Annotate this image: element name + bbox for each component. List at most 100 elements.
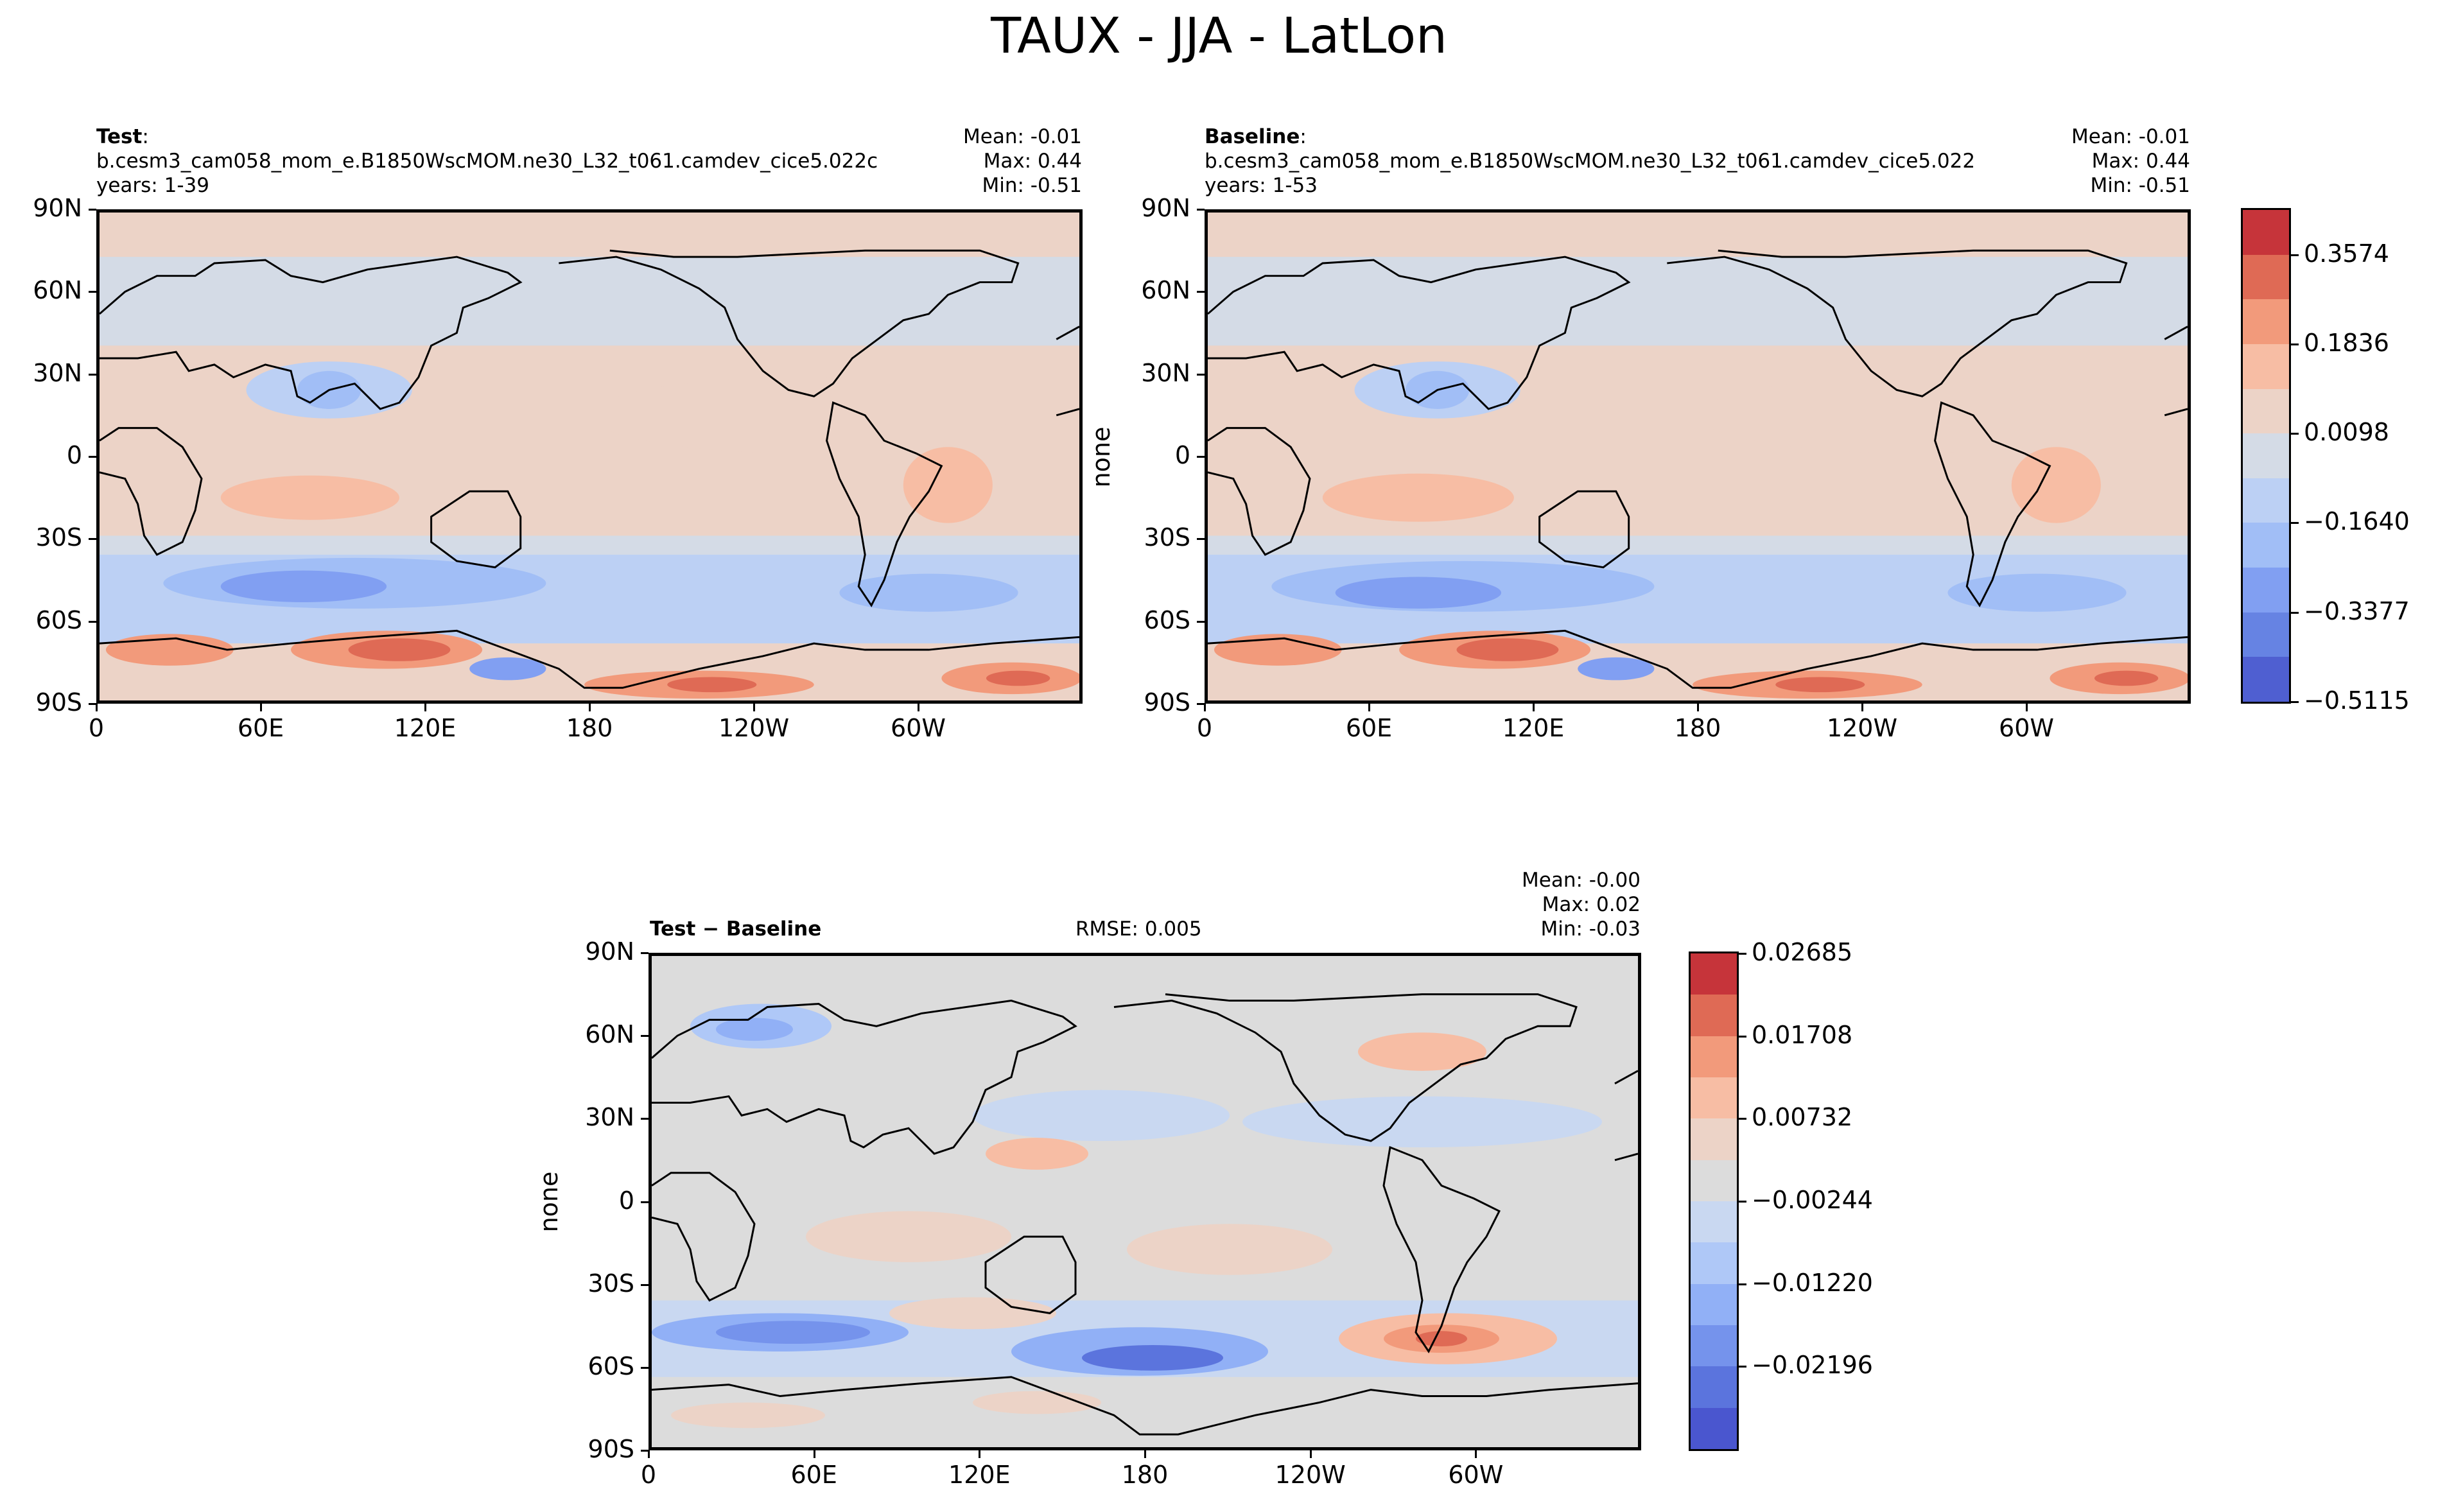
test-lon-tick-label: 120W <box>718 714 790 742</box>
colorbar-segment <box>1691 1077 1737 1119</box>
colorbar-tick-label: −0.1640 <box>2304 507 2410 536</box>
diff-lon-tick-mark <box>1475 1450 1477 1458</box>
baseline-lon-tick-label: 0 <box>1196 714 1213 742</box>
colorbar-tick-mark <box>1739 1366 1746 1368</box>
colorbar-tick-mark <box>1739 1035 1746 1038</box>
colorbar-tick-mark <box>2291 611 2299 614</box>
baseline-lon-tick-label: 120W <box>1826 714 1898 742</box>
colorbar-segment <box>2243 478 2289 523</box>
diff-lat-tick-mark <box>641 1283 649 1286</box>
test-lon-tick-label: 120E <box>394 714 457 742</box>
test-years: years: 1-39 <box>96 174 209 197</box>
baseline-lon-tick-label: 60E <box>1345 714 1393 742</box>
colorbar-tick-label: 0.3574 <box>2304 239 2389 268</box>
diff-title: Test − Baseline <box>650 917 822 941</box>
test-lon-tick-label: 180 <box>566 714 613 742</box>
diff-lat-tick-label: 0 <box>618 1186 634 1215</box>
test-lat-tick-mark <box>89 291 96 293</box>
baseline-lat-tick-label: 90N <box>1141 194 1190 222</box>
test-lat-tick-label: 60N <box>33 276 82 305</box>
diff-mean: Mean: -0.00 <box>1522 869 1641 892</box>
colorbar-tick-label: −0.01220 <box>1752 1268 1873 1297</box>
test-lon-tick-mark <box>589 704 591 711</box>
colorbar-tick-label: −0.00244 <box>1752 1186 1873 1214</box>
colorbar-segment <box>2243 612 2289 657</box>
diff-lat-tick-mark <box>641 952 649 954</box>
diff-lat-tick-label: 90S <box>588 1435 634 1463</box>
baseline-lon-tick-mark <box>2026 704 2028 711</box>
test-lat-tick-label: 90S <box>35 688 82 717</box>
colorbar-main <box>2241 208 2291 704</box>
colorbar-tick-label: 0.00732 <box>1752 1103 1853 1132</box>
colorbar-segment <box>2243 343 2289 390</box>
baseline-lat-tick-mark <box>1197 291 1205 293</box>
diff-lon-tick-label: 60W <box>1448 1461 1504 1489</box>
colorbar-segment <box>2243 523 2289 568</box>
colorbar-segment <box>2243 657 2289 702</box>
diff-rmse: RMSE: 0.005 <box>1075 917 1202 941</box>
colorbar-segment <box>1691 1283 1737 1326</box>
colorbar-segment <box>1691 1036 1737 1078</box>
colorbar-tick-mark <box>2291 701 2299 703</box>
baseline-max: Max: 0.44 <box>2091 150 2190 173</box>
colorbar-segment <box>1691 1201 1737 1243</box>
diff-lat-tick-label: 60S <box>588 1351 634 1380</box>
test-lat-tick-mark <box>89 373 96 376</box>
baseline-lat-tick-label: 90S <box>1144 688 1190 717</box>
colorbar-tick-mark <box>1739 1201 1746 1203</box>
test-mean: Mean: -0.01 <box>963 125 1082 148</box>
baseline-lon-tick-mark <box>1697 704 1699 711</box>
diff-lat-tick-label: 30S <box>588 1269 634 1298</box>
test-lat-tick-label: 0 <box>66 441 82 469</box>
colorbar-segment <box>1691 1160 1737 1202</box>
baseline-lon-tick-label: 60W <box>1999 714 2054 742</box>
baseline-title: Baseline: <box>1205 125 1307 148</box>
colorbar-segment <box>2243 210 2289 256</box>
test-lat-tick-mark <box>89 703 96 705</box>
diff-min: Min: -0.03 <box>1540 917 1641 941</box>
diff-lon-tick-mark <box>979 1450 981 1458</box>
baseline-case-name: b.cesm3_cam058_mom_e.B1850WscMOM.ne30_L3… <box>1205 150 1976 173</box>
diff-lon-tick-label: 120E <box>948 1461 1011 1489</box>
colorbar-segment <box>1691 995 1737 1037</box>
baseline-map <box>1205 209 2191 704</box>
diff-lat-tick-mark <box>641 1035 649 1038</box>
baseline-lon-tick-mark <box>1204 704 1206 711</box>
colorbar-segment <box>1691 1366 1737 1409</box>
colorbar-segment <box>1691 1118 1737 1161</box>
test-lon-tick-mark <box>753 704 755 711</box>
colorbar-tick-mark <box>1739 1283 1746 1285</box>
baseline-ylabel: none <box>1087 426 1115 488</box>
test-lon-tick-label: 60E <box>237 714 284 742</box>
baseline-map-field <box>1208 213 2188 700</box>
colorbar-tick-label: −0.02196 <box>1752 1351 1873 1380</box>
diff-lon-tick-mark <box>648 1450 650 1458</box>
baseline-lon-tick-mark <box>1533 704 1535 711</box>
test-lat-tick-mark <box>89 620 96 623</box>
diff-lon-tick-label: 120W <box>1275 1461 1346 1489</box>
colorbar-tick-label: 0.0098 <box>2304 418 2389 447</box>
test-lat-tick-label: 30N <box>33 358 82 387</box>
colorbar-segment <box>1691 1325 1737 1367</box>
diff-lat-tick-mark <box>641 1366 649 1369</box>
diff-lat-tick-label: 30N <box>585 1103 634 1132</box>
baseline-lon-tick-label: 120E <box>1502 714 1565 742</box>
diff-map <box>649 953 1641 1450</box>
baseline-lat-tick-mark <box>1197 620 1205 623</box>
colorbar-segment <box>2243 254 2289 300</box>
test-map-field <box>100 213 1079 700</box>
test-stats: Mean: -0.01 Max: 0.44 Min: -0.51 <box>892 125 1082 198</box>
diff-lat-tick-mark <box>641 1201 649 1203</box>
test-map <box>96 209 1083 704</box>
test-title: Test: <box>96 125 149 148</box>
baseline-mean: Mean: -0.01 <box>2071 125 2190 148</box>
colorbar-tick-mark <box>2291 343 2299 345</box>
colorbar-tick-label: −0.5115 <box>2304 686 2410 715</box>
diff-map-field <box>652 956 1638 1447</box>
baseline-lon-tick-label: 180 <box>1674 714 1721 742</box>
test-lat-tick-mark <box>89 538 96 541</box>
test-max: Max: 0.44 <box>983 150 1082 173</box>
diff-lon-tick-mark <box>1144 1450 1146 1458</box>
baseline-lon-tick-mark <box>1368 704 1370 711</box>
colorbar-diff <box>1689 952 1739 1451</box>
